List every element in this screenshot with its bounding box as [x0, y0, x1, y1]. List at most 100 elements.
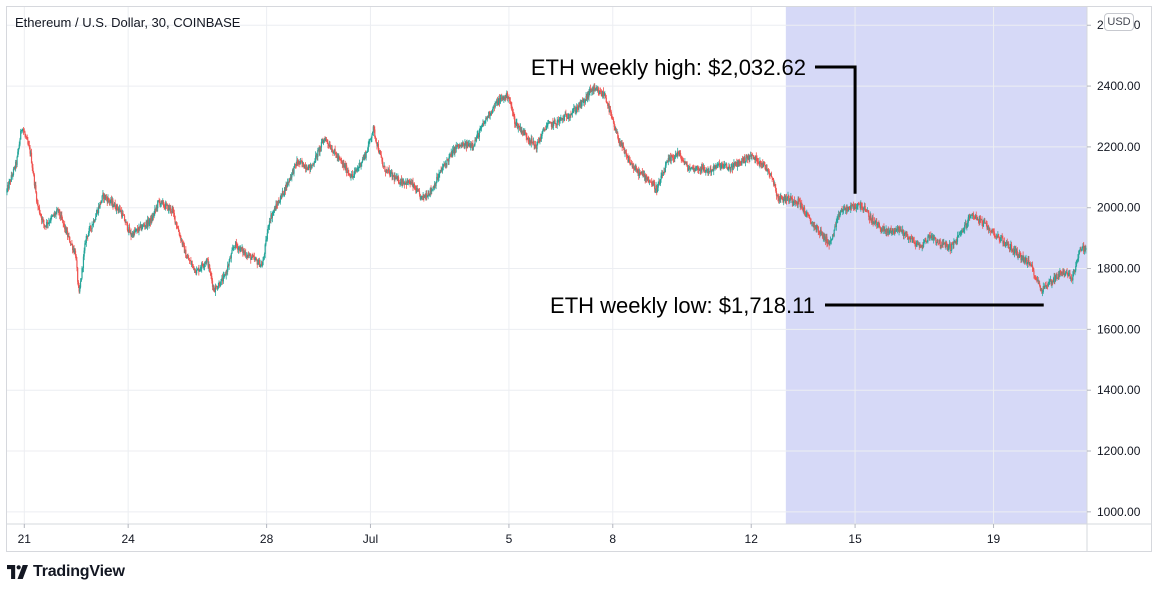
- candle: [973, 214, 975, 220]
- candle: [695, 166, 697, 172]
- candle: [863, 202, 866, 211]
- candle: [110, 195, 113, 206]
- candle: [943, 242, 946, 245]
- candle: [1061, 271, 1063, 277]
- candle: [359, 159, 361, 169]
- candle: [490, 110, 492, 116]
- candle: [984, 218, 986, 224]
- candle: [708, 167, 710, 176]
- candle: [475, 137, 477, 142]
- candle: [237, 246, 240, 254]
- candle: [778, 195, 780, 204]
- candle: [441, 167, 443, 172]
- candle: [648, 179, 651, 186]
- candle: [219, 281, 221, 289]
- candle: [597, 85, 599, 93]
- candle: [644, 172, 646, 184]
- candle: [930, 231, 932, 239]
- candle: [431, 187, 433, 195]
- candle: [895, 226, 897, 233]
- tradingview-brand[interactable]: TradingView: [7, 562, 125, 582]
- candle: [38, 205, 40, 210]
- candle: [38, 204, 41, 215]
- candle: [679, 150, 682, 159]
- candle: [1070, 274, 1073, 283]
- candle: [193, 267, 196, 274]
- candle: [250, 253, 252, 264]
- candle: [25, 134, 27, 139]
- candle: [873, 217, 876, 226]
- candle: [310, 163, 312, 170]
- price-tick-label: 1600.00: [1097, 322, 1141, 336]
- candle: [761, 162, 763, 169]
- candle: [665, 162, 667, 168]
- candle: [611, 114, 613, 120]
- candle: [429, 187, 431, 198]
- candle: [1052, 279, 1054, 286]
- candle: [1039, 285, 1042, 292]
- candle: [118, 204, 121, 213]
- candle: [805, 211, 807, 218]
- candle: [222, 271, 224, 284]
- candle: [199, 264, 201, 272]
- price-tick-label: 1800.00: [1097, 262, 1141, 276]
- candle: [115, 205, 117, 212]
- candle: [933, 234, 935, 244]
- candle: [651, 180, 654, 187]
- candle: [278, 200, 281, 204]
- candle: [822, 231, 824, 240]
- candle: [696, 165, 698, 171]
- candle: [567, 113, 569, 119]
- candle: [64, 224, 67, 234]
- candle: [688, 165, 690, 173]
- candle: [645, 175, 647, 183]
- candle: [585, 92, 587, 102]
- candle: [471, 142, 473, 151]
- candle: [157, 200, 159, 212]
- candle: [54, 211, 56, 217]
- candle: [988, 226, 990, 234]
- candle: [322, 137, 324, 144]
- candle: [643, 170, 645, 177]
- candle: [132, 231, 134, 238]
- candle: [393, 172, 395, 185]
- candle: [837, 214, 839, 223]
- chart-frame[interactable]: [6, 6, 1152, 552]
- candle: [106, 196, 108, 206]
- time-tick-label: 24: [121, 532, 135, 546]
- candle: [283, 193, 285, 198]
- candle: [443, 161, 445, 166]
- time-axis[interactable]: 21 24 28 Jul 5 8 12 15 19: [18, 524, 1001, 546]
- candle: [379, 150, 381, 155]
- candle: [974, 213, 977, 219]
- candle: [85, 239, 87, 245]
- candle: [139, 226, 141, 231]
- candle: [1016, 247, 1018, 259]
- candle: [858, 201, 860, 206]
- price-axis[interactable]: 1000.001200.001400.001600.001800.002000.…: [1087, 18, 1141, 519]
- candle: [302, 162, 304, 168]
- candle: [397, 175, 400, 185]
- candle: [112, 198, 114, 210]
- candle: [382, 165, 385, 169]
- candle: [936, 238, 938, 244]
- candle: [887, 226, 889, 237]
- candle: [221, 275, 223, 281]
- candle: [385, 170, 387, 177]
- candle: [413, 183, 415, 189]
- candle: [990, 230, 992, 236]
- candle: [846, 204, 848, 214]
- candle: [627, 153, 629, 164]
- candle: [868, 210, 870, 221]
- candle: [109, 200, 111, 206]
- candle: [274, 205, 276, 212]
- candle: [261, 261, 263, 268]
- candle: [753, 157, 755, 161]
- candle: [350, 173, 352, 181]
- candle: [568, 112, 570, 122]
- candle: [949, 241, 951, 255]
- candle: [237, 243, 239, 253]
- currency-button[interactable]: USD: [1104, 13, 1134, 31]
- candle: [531, 135, 533, 144]
